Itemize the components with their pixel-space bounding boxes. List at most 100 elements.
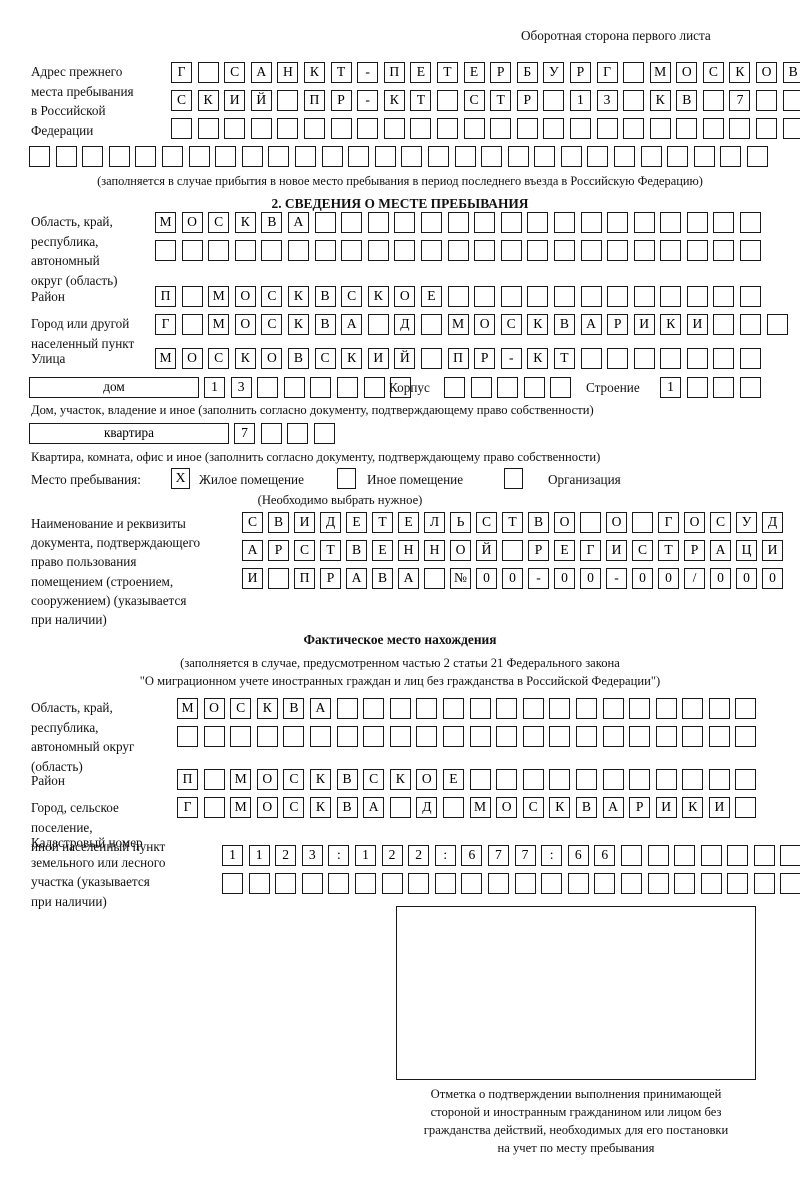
stay-type-residential-checkbox[interactable]: X <box>171 468 190 489</box>
stroenie-row[interactable]: 1 <box>660 377 761 398</box>
korpus-row[interactable] <box>444 377 572 398</box>
cadastral-row-1-cell-14[interactable]: 6 <box>567 845 589 866</box>
prev-address-row-4-cell-22[interactable] <box>587 146 609 167</box>
actual-city-row-cell-16[interactable]: В <box>575 797 597 818</box>
actual-region-row-2-cell-18[interactable] <box>629 726 651 747</box>
document-row-3-cell-7[interactable]: А <box>398 568 419 589</box>
section2-street-row-cell-8[interactable]: К <box>341 348 363 369</box>
prev-address-row-3-cell-15[interactable] <box>543 118 565 139</box>
actual-region-row-2-cell-3[interactable] <box>230 726 252 747</box>
prev-address-row-2-cell-9[interactable]: К <box>383 90 405 111</box>
cadastral-row-2-cell-10[interactable] <box>461 873 483 894</box>
cadastral-row-1-cell-2[interactable]: 1 <box>248 845 270 866</box>
prev-address-row-4-cell-26[interactable] <box>693 146 715 167</box>
actual-city-row-cell-5[interactable]: С <box>283 797 305 818</box>
stroenie-row-cell-1[interactable]: 1 <box>660 377 681 398</box>
prev-address-row-2-cell-13[interactable]: Т <box>490 90 512 111</box>
section2-district-row-cell-22[interactable] <box>713 286 735 307</box>
section2-street-row-cell-6[interactable]: В <box>287 348 309 369</box>
actual-region-row-1-cell-15[interactable] <box>549 698 571 719</box>
cadastral-row-1-cell-6[interactable]: 1 <box>354 845 376 866</box>
prev-address-row-2-cell-15[interactable] <box>543 90 565 111</box>
section2-district-row-cell-17[interactable] <box>580 286 602 307</box>
document-row-2-cell-11[interactable] <box>502 540 523 561</box>
section2-region-row-1-cell-23[interactable] <box>740 212 762 233</box>
section2-street-row-cell-2[interactable]: О <box>181 348 203 369</box>
prev-address-row-4-cell-9[interactable] <box>241 146 263 167</box>
prev-address-row-4-cell-21[interactable] <box>560 146 582 167</box>
actual-district-row-cell-3[interactable]: М <box>230 769 252 790</box>
document-row-1-cell-7[interactable]: Е <box>398 512 419 533</box>
cadastral-row-1-cell-7[interactable]: 2 <box>381 845 403 866</box>
prev-address-row-2-cell-20[interactable]: В <box>676 90 698 111</box>
prev-address-row-3-cell-23[interactable] <box>756 118 778 139</box>
document-row-2-cell-20[interactable]: Ц <box>736 540 757 561</box>
prev-address-row-3-cell-5[interactable] <box>277 118 299 139</box>
actual-region-row-1-cell-2[interactable]: О <box>203 698 225 719</box>
prev-address-row-4-cell-3[interactable] <box>82 146 104 167</box>
section2-street-row-cell-18[interactable] <box>607 348 629 369</box>
section2-region-row-2-cell-3[interactable] <box>208 240 230 261</box>
document-row-2-cell-9[interactable]: О <box>450 540 471 561</box>
house-number-row-cell-2[interactable]: 3 <box>230 377 252 398</box>
document-row-3-cell-5[interactable]: А <box>346 568 367 589</box>
cadastral-row-2-cell-13[interactable] <box>541 873 563 894</box>
actual-region-row-2-cell-17[interactable] <box>602 726 624 747</box>
stay-type-other-label[interactable]: Иное помещение <box>367 472 464 487</box>
section2-district-row-cell-6[interactable]: К <box>287 286 309 307</box>
prev-address-row-3-cell-17[interactable] <box>596 118 618 139</box>
section2-region-row-2-cell-10[interactable] <box>394 240 416 261</box>
section2-street-row-cell-3[interactable]: С <box>208 348 230 369</box>
document-row-3-cell-4[interactable]: Р <box>320 568 341 589</box>
prev-address-row-3-cell-4[interactable] <box>250 118 272 139</box>
actual-district-row-cell-19[interactable] <box>655 769 677 790</box>
section2-district-row-cell-7[interactable]: В <box>314 286 336 307</box>
section2-region-row-1-cell-17[interactable] <box>580 212 602 233</box>
section2-region-row-1-cell-10[interactable] <box>394 212 416 233</box>
document-row-3-cell-15[interactable]: - <box>606 568 627 589</box>
section2-city-row-cell-14[interactable]: С <box>500 314 522 335</box>
section2-region-row-1-cell-15[interactable] <box>527 212 549 233</box>
document-row-3-cell-8[interactable] <box>424 568 445 589</box>
actual-city-row-cell-1[interactable]: Г <box>177 797 198 818</box>
flat-number-row-cell-4[interactable] <box>313 423 335 444</box>
section2-city-row-cell-8[interactable]: А <box>341 314 363 335</box>
section2-region-row-1-cell-1[interactable]: М <box>155 212 176 233</box>
actual-region-row-2-cell-1[interactable] <box>177 726 198 747</box>
section2-street-row-cell-13[interactable]: Р <box>474 348 496 369</box>
section2-district-row-cell-14[interactable] <box>500 286 522 307</box>
section2-district-row-cell-20[interactable] <box>660 286 682 307</box>
prev-address-row-3-cell-21[interactable] <box>702 118 724 139</box>
actual-district-row-cell-5[interactable]: С <box>283 769 305 790</box>
cadastral-row-1-cell-10[interactable]: 6 <box>461 845 483 866</box>
prev-address-row-4-cell-14[interactable] <box>374 146 396 167</box>
prev-address-row-1-cell-12[interactable]: Е <box>463 62 485 83</box>
section2-city-row-cell-24[interactable] <box>766 314 788 335</box>
section2-region-row-2-cell-1[interactable] <box>155 240 176 261</box>
prev-address-row-4-cell-7[interactable] <box>188 146 210 167</box>
section2-city-row-cell-23[interactable] <box>740 314 762 335</box>
actual-district-row-cell-20[interactable] <box>682 769 704 790</box>
document-row-3-cell-11[interactable]: 0 <box>502 568 523 589</box>
actual-region-row-1-cell-1[interactable]: М <box>177 698 198 719</box>
section2-region-row-1-cell-7[interactable] <box>314 212 336 233</box>
section2-region-row-1-cell-6[interactable]: А <box>287 212 309 233</box>
actual-region-row-2-cell-15[interactable] <box>549 726 571 747</box>
prev-address-row-2-cell-11[interactable] <box>436 90 458 111</box>
cadastral-row-1-cell-4[interactable]: 3 <box>301 845 323 866</box>
prev-address-row-2-cell-23[interactable] <box>756 90 778 111</box>
actual-district-row-cell-13[interactable] <box>496 769 518 790</box>
actual-region-row-2-cell-2[interactable] <box>203 726 225 747</box>
actual-city-row-cell-3[interactable]: М <box>230 797 252 818</box>
prev-address-row-2-cell-18[interactable] <box>623 90 645 111</box>
actual-region-row-1-cell-16[interactable] <box>575 698 597 719</box>
section2-city-row-cell-21[interactable]: И <box>686 314 708 335</box>
document-row-3-cell-13[interactable]: 0 <box>554 568 575 589</box>
section2-street-row-cell-17[interactable] <box>580 348 602 369</box>
document-row-3-cell-14[interactable]: 0 <box>580 568 601 589</box>
prev-address-row-3-cell-20[interactable] <box>676 118 698 139</box>
cadastral-row-1-cell-22[interactable] <box>780 845 800 866</box>
section2-region-row-1-cell-8[interactable] <box>341 212 363 233</box>
prev-address-row-2-cell-19[interactable]: К <box>649 90 671 111</box>
